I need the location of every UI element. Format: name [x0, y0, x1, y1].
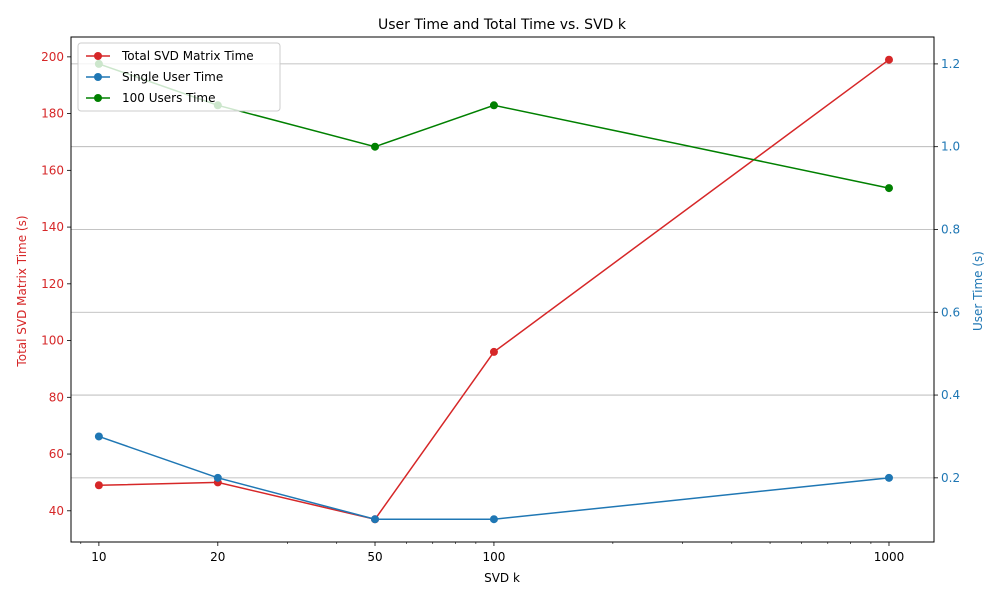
y-right-tick-label-0: 0.2 — [941, 471, 960, 485]
series-2-point-3 — [489, 101, 498, 110]
y-left-tick-label-0: 40 — [49, 504, 64, 518]
y-left-tick-label-6: 160 — [41, 163, 64, 177]
y-axis-label-left: Total SVD Matrix Time (s) — [15, 215, 29, 367]
legend-marker-1 — [94, 73, 102, 81]
series-2-point-4 — [884, 184, 893, 193]
y-left-tick-label-1: 60 — [49, 447, 64, 461]
y-right-tick-label-1: 0.4 — [941, 388, 960, 402]
legend-marker-2 — [94, 94, 102, 102]
y-left-tick-label-8: 200 — [41, 50, 64, 64]
y-right-tick-label-3: 0.8 — [941, 222, 960, 236]
plot-frame — [70, 36, 935, 543]
x-axis-label: SVD k — [484, 571, 520, 585]
x-tick-label-0: 10 — [91, 550, 106, 564]
y-right-tick-label-5: 1.2 — [941, 57, 960, 71]
legend-label-2: 100 Users Time — [122, 91, 216, 105]
series-1-point-2 — [371, 515, 380, 524]
series-1-point-4 — [884, 473, 893, 482]
legend-label-1: Single User Time — [122, 70, 223, 84]
legend-frame — [77, 42, 281, 112]
y-left-tick-label-3: 100 — [41, 334, 64, 348]
x-tick-label-4: 1000 — [874, 550, 905, 564]
series-1-point-3 — [489, 515, 498, 524]
series-2-point-2 — [371, 142, 380, 151]
y-left-tick-label-5: 140 — [41, 220, 64, 234]
y-right-tick-label-2: 0.6 — [941, 305, 960, 319]
x-tick-label-1: 20 — [210, 550, 225, 564]
y-left-tick-label-4: 120 — [41, 277, 64, 291]
legend: Total SVD Matrix Time Single User Time 100… — [77, 42, 281, 112]
legend-entries: Total SVD Matrix Time Single User Time 100… — [86, 49, 254, 105]
series-1-point-1 — [213, 473, 222, 482]
chart-title: User Time and Total Time vs. SVD k — [378, 17, 627, 33]
x-tick-label-3: 100 — [482, 550, 505, 564]
series-0-point-3 — [489, 347, 498, 356]
y-left-tick-label-2: 80 — [49, 390, 64, 404]
series-0-point-0 — [94, 481, 103, 490]
legend-marker-0 — [94, 52, 102, 60]
series-1-point-0 — [94, 432, 103, 441]
y-left-tick-label-7: 180 — [41, 107, 64, 121]
x-tick-label-2: 50 — [367, 550, 382, 564]
y-right-tick-label-4: 1.0 — [941, 140, 960, 154]
series-0-point-4 — [884, 55, 893, 64]
axis-layer: 10 20 50 100 1000 40 60 80 100 120 140 160 180 200 0.2… — [41, 50, 960, 564]
y-axis-label-right: User Time (s) — [971, 251, 985, 331]
series-layer — [94, 55, 893, 524]
legend-label-0: Total SVD Matrix Time — [121, 49, 254, 63]
